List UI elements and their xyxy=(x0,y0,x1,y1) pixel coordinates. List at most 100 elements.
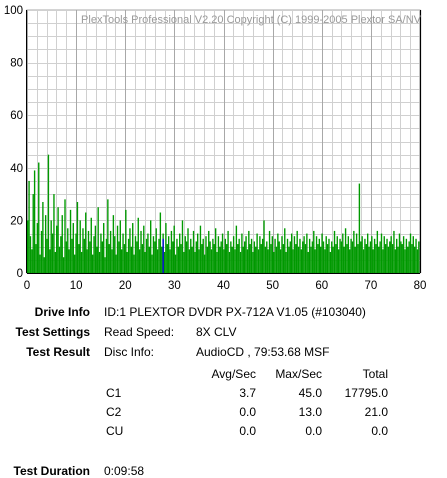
c1-bar xyxy=(252,251,254,273)
c1-bar xyxy=(28,180,30,273)
c2-bar xyxy=(162,238,164,273)
c1-bar xyxy=(98,251,101,273)
c1-bar xyxy=(67,228,69,273)
c1-bar xyxy=(57,207,59,273)
c1-bar xyxy=(107,199,109,273)
y-tick-label: 80 xyxy=(10,58,23,70)
c1-bar xyxy=(78,244,80,273)
c1-bar xyxy=(202,238,204,273)
row-c2-avg: 0.0 xyxy=(239,405,256,419)
c1-bar xyxy=(413,246,416,273)
c1-bar xyxy=(234,249,236,273)
c1-bar xyxy=(239,251,242,273)
c1-bar xyxy=(60,236,62,273)
c1-bar xyxy=(90,217,92,273)
c1-bar xyxy=(284,228,286,273)
c1-bar xyxy=(353,230,355,273)
c1-bar xyxy=(411,244,413,273)
c1-bar xyxy=(143,225,145,273)
c1-bar xyxy=(281,236,283,273)
c1-bar xyxy=(208,230,210,273)
c1-bar xyxy=(83,238,86,273)
c1-bar xyxy=(364,238,366,273)
c1-bar xyxy=(369,241,372,273)
c1-bar xyxy=(132,223,134,273)
c1-bar xyxy=(342,233,344,273)
c1-bar xyxy=(179,233,181,273)
c1-bar xyxy=(266,241,268,273)
c1-bar xyxy=(230,241,232,273)
c1-bar xyxy=(87,230,90,273)
c1-bar xyxy=(296,230,298,273)
c1-bar xyxy=(185,241,188,273)
c1-bar xyxy=(303,236,305,273)
c1-bar xyxy=(371,236,373,273)
c1-bar xyxy=(292,249,294,273)
c1-bar xyxy=(416,249,419,273)
col-header-total: Total xyxy=(362,367,388,381)
c1-bar xyxy=(259,236,261,273)
c1-bar xyxy=(320,246,322,273)
c1-bar xyxy=(173,225,175,273)
c1-bar xyxy=(76,201,79,273)
drive-info-label: Drive Info xyxy=(34,305,90,319)
c1-bar xyxy=(412,236,414,273)
c1-bar xyxy=(134,236,137,273)
c1-bar xyxy=(346,244,348,273)
drive-info-value: ID:1 PLEXTOR DVDR PX-712A V1.05 (#103040… xyxy=(104,305,366,319)
c1-bar xyxy=(111,249,113,273)
c1-bar xyxy=(109,230,112,273)
test-duration-value: 0:09:58 xyxy=(104,464,145,478)
c1-bar xyxy=(402,236,405,273)
copyright-watermark: PlexTools Professional V2.20 Copyright (… xyxy=(81,14,422,26)
c1-bar xyxy=(255,246,257,273)
c1-bar xyxy=(343,246,345,273)
c1-bar xyxy=(103,223,105,273)
c1-bar xyxy=(71,238,73,273)
c1-bar xyxy=(150,220,152,273)
c1-bar xyxy=(361,236,363,273)
c1-bar xyxy=(333,230,336,273)
read-speed-value: 8X CLV xyxy=(196,325,237,339)
c1-bar xyxy=(396,238,398,273)
c1-bar xyxy=(112,215,115,273)
x-tick-label: 20 xyxy=(119,280,132,292)
c1-bar xyxy=(147,233,149,273)
col-header-avg: Avg/Sec xyxy=(211,367,256,381)
c1-bar xyxy=(44,215,47,273)
c1-bar xyxy=(397,246,399,273)
c1-bar xyxy=(104,257,106,273)
c1-bar xyxy=(273,251,275,273)
c1-bar xyxy=(203,254,206,273)
c1-bar xyxy=(418,241,420,273)
y-tick-label: 40 xyxy=(10,163,23,175)
c1-bar xyxy=(114,236,116,273)
c1-bar xyxy=(27,220,29,273)
c1-bar xyxy=(379,241,381,273)
c1-bar xyxy=(61,215,63,273)
c1-bar xyxy=(278,241,280,273)
c1-bar xyxy=(250,238,253,273)
x-tick-label: 0 xyxy=(24,280,30,292)
c1-bar xyxy=(86,249,88,273)
c1-bar xyxy=(409,233,412,273)
test-settings-label: Test Settings xyxy=(15,325,90,339)
c1-bar xyxy=(308,238,311,273)
y-tick-label: 60 xyxy=(10,110,23,122)
c1-bar xyxy=(35,244,37,273)
c1-bar xyxy=(360,241,362,273)
c1-bar xyxy=(358,183,361,273)
c1-bar xyxy=(91,254,94,273)
c1-bar xyxy=(163,251,166,273)
c1-bar xyxy=(188,249,191,273)
c1-bar xyxy=(306,233,308,273)
c1-bar xyxy=(249,244,251,273)
c1-bar xyxy=(177,246,180,273)
c1-bar xyxy=(174,254,177,273)
c1-bar xyxy=(372,249,374,273)
c1-bar xyxy=(145,238,148,273)
c1-bar xyxy=(38,162,40,273)
row-c1-avg: 3.7 xyxy=(239,386,256,400)
c1-bar xyxy=(288,246,290,273)
c1-bar xyxy=(32,194,34,273)
